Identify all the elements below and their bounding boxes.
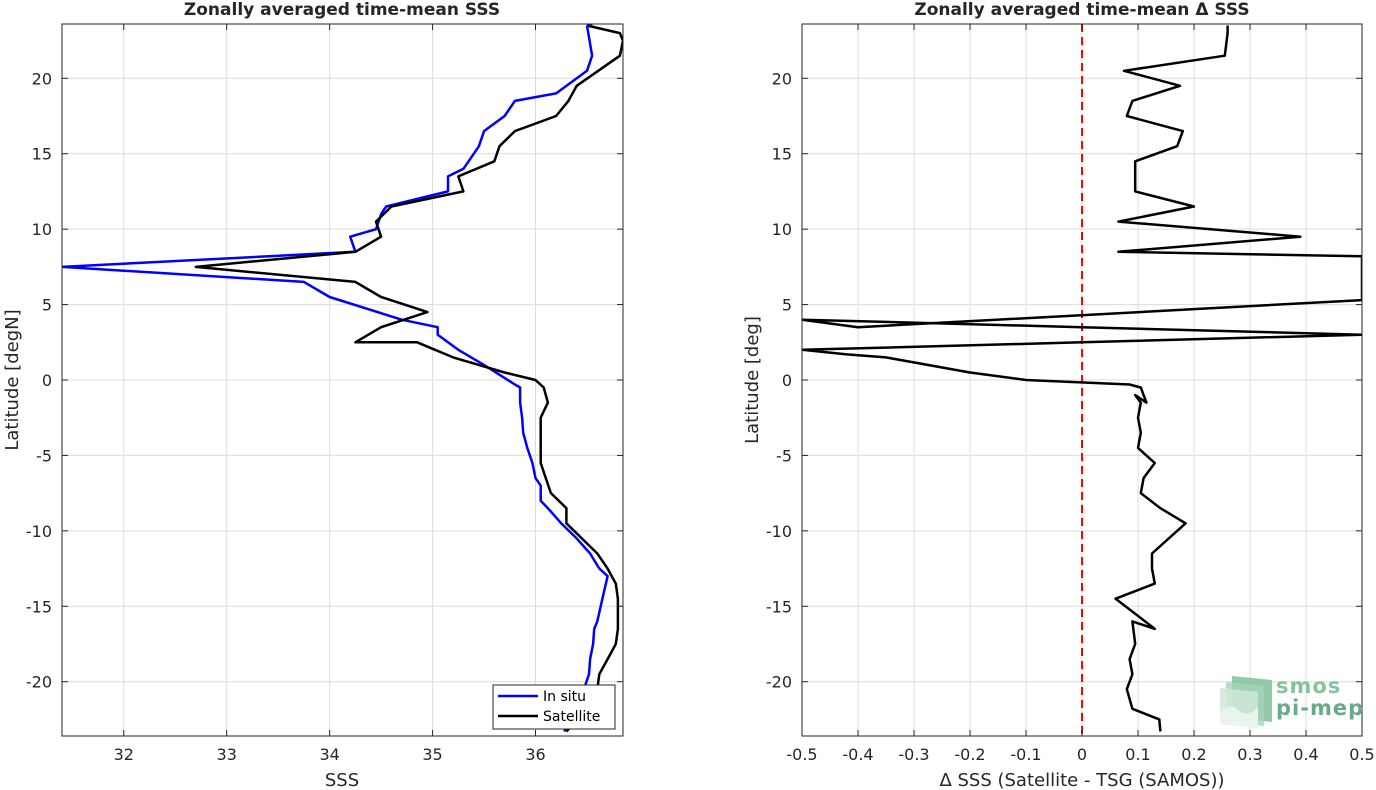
- legend-label-satellite: Satellite: [543, 709, 600, 725]
- x-tick-label: 0.2: [1181, 745, 1206, 764]
- y-tick-label: -15: [26, 597, 52, 616]
- y-tick-label: -15: [766, 597, 792, 616]
- x-tick-label: -0.4: [842, 745, 873, 764]
- y-tick-label: 10: [772, 220, 792, 239]
- series-group-right: [802, 24, 1362, 736]
- x-axis-label-left: SSS: [325, 770, 359, 790]
- x-axis-label-right: Δ SSS (Satellite - TSG (SAMOS)): [939, 770, 1224, 790]
- y-tick-label: -20: [766, 673, 792, 692]
- legend: In situ Satellite: [492, 684, 616, 730]
- y-tick-label: 5: [782, 296, 792, 315]
- y-tick-label: -10: [766, 522, 792, 541]
- ticks-left: 32 33 34 35 36 -20 -15 -10 -5 0 5 10 15 20: [26, 24, 623, 764]
- logo-line-2: pi-mep: [1276, 696, 1365, 720]
- ticks-right: -0.5 -0.4 -0.3 -0.2 -0.1 0 0.1 0.2 0.3 0.4 0.5 -20 -…: [766, 24, 1375, 764]
- y-axis-label-right: Latitude [deg]: [742, 316, 763, 444]
- y-tick-label: -5: [776, 446, 792, 465]
- chart-title-left: Zonally averaged time-mean SSS: [184, 0, 500, 20]
- y-tick-label: 0: [42, 371, 52, 390]
- x-tick-label: 36: [525, 745, 545, 764]
- x-tick-label: -0.3: [898, 745, 929, 764]
- y-tick-label: 15: [32, 145, 52, 164]
- x-tick-label: -0.1: [1010, 745, 1041, 764]
- y-tick-label: 15: [772, 145, 792, 164]
- x-tick-label: 32: [114, 745, 134, 764]
- grid-left: [62, 24, 623, 736]
- y-tick-label: -20: [26, 673, 52, 692]
- sss-panel: 32 33 34 35 36 -20 -15 -10 -5 0 5 10 15 20 Zonally av…: [2, 0, 624, 790]
- logo-line-1: smos: [1276, 674, 1342, 698]
- y-tick-label: 10: [32, 220, 52, 239]
- legend-box: [492, 684, 616, 730]
- y-tick-label: 20: [32, 69, 52, 88]
- x-tick-label: 33: [217, 745, 237, 764]
- x-tick-label: 0: [1077, 745, 1087, 764]
- x-tick-label: 0.3: [1237, 745, 1262, 764]
- x-tick-label: -0.2: [954, 745, 985, 764]
- x-tick-label: 0.1: [1125, 745, 1150, 764]
- legend-label-in-situ: In situ: [543, 689, 586, 705]
- smos-pi-mep-logo: smos pi-mep: [1218, 672, 1368, 728]
- series-line-0: [802, 25, 1362, 732]
- y-tick-label: 0: [782, 371, 792, 390]
- y-tick-label: -5: [36, 446, 52, 465]
- y-axis-label-left: Latitude [degN]: [2, 309, 23, 450]
- y-tick-label: 5: [42, 296, 52, 315]
- logo-mark-icon: [1220, 676, 1272, 728]
- x-tick-label: 35: [422, 745, 442, 764]
- x-tick-label: 34: [319, 745, 339, 764]
- series-line-satellite: [194, 24, 623, 733]
- chart-title-right: Zonally averaged time-mean Δ SSS: [914, 0, 1249, 20]
- x-tick-label: 0.5: [1349, 745, 1374, 764]
- y-tick-label: 20: [772, 69, 792, 88]
- y-tick-label: -10: [26, 522, 52, 541]
- series-line-in-situ: [62, 25, 609, 733]
- x-tick-label: 0.4: [1293, 745, 1318, 764]
- x-tick-label: -0.5: [786, 745, 817, 764]
- delta-sss-panel: -0.5 -0.4 -0.3 -0.2 -0.1 0 0.1 0.2 0.3 0.4 0.5 -20 -…: [742, 0, 1375, 790]
